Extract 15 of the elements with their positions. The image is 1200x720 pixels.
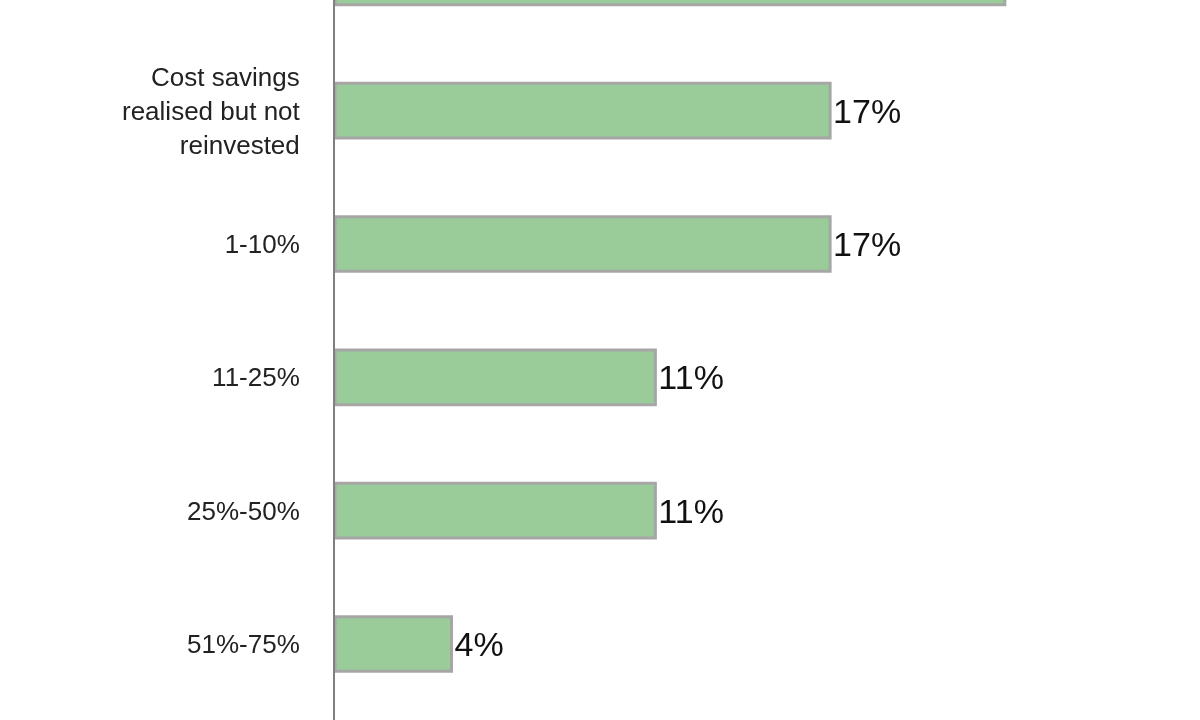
data-label: 17% xyxy=(833,225,902,263)
y-tick-label: Cost savings realised but not reinvested xyxy=(122,61,301,160)
y-tick-label: 25%-50% xyxy=(187,495,300,526)
data-label: 4% xyxy=(454,625,504,663)
data-label: 11% xyxy=(658,358,724,397)
y-tick-label: 51%-75% xyxy=(187,629,300,660)
bar xyxy=(335,81,832,140)
y-tick-label: 11-25% xyxy=(212,362,300,393)
bar xyxy=(335,215,832,273)
data-label: 11% xyxy=(658,491,724,530)
data-label: 17% xyxy=(833,91,902,130)
bar xyxy=(335,348,657,407)
y-tick-label: 1-10% xyxy=(224,229,300,260)
bar xyxy=(335,615,453,673)
bar xyxy=(335,481,657,540)
